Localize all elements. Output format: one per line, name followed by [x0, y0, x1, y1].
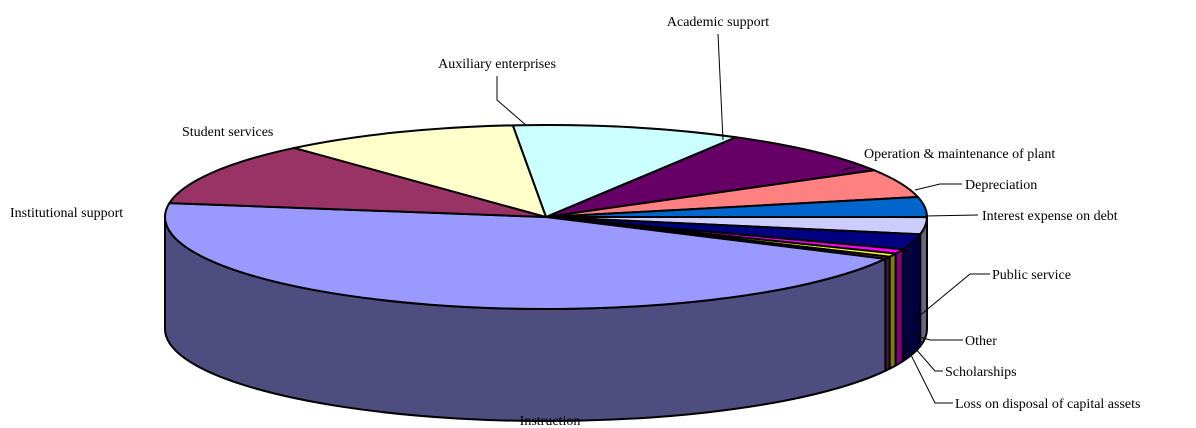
leader-scholarships — [907, 339, 943, 372]
leader-loss-on-disposal — [904, 342, 953, 404]
label-institutional-support: Institutional support — [10, 206, 123, 221]
leader-other — [909, 333, 963, 341]
leader-public-service — [911, 273, 990, 323]
label-public-service: Public service — [992, 268, 1071, 283]
slice-side-other — [894, 248, 904, 367]
label-student-services: Student services — [182, 125, 273, 140]
slice-labels: Auxiliary enterprises Academic support O… — [10, 15, 1140, 428]
label-depreciation: Depreciation — [965, 178, 1037, 193]
slice-academic-support — [545, 136, 876, 218]
label-loss-on-disposal: Loss on disposal of capital assets — [955, 397, 1140, 412]
label-academic-support: Academic support — [667, 15, 769, 30]
leader-auxiliary-enterprises — [496, 76, 528, 127]
slice-institutional-support — [168, 146, 547, 218]
label-auxiliary-enterprises: Auxiliary enterprises — [438, 57, 556, 72]
label-operation-maintenance: Operation & maintenance of plant — [864, 147, 1055, 162]
label-leader-lines — [496, 33, 990, 404]
label-interest-expense: Interest expense on debt — [982, 209, 1118, 224]
slice-side-public-service — [901, 233, 922, 363]
pie-top-slices — [164, 124, 929, 310]
label-instruction: Instruction — [520, 414, 581, 428]
label-scholarships: Scholarships — [945, 365, 1017, 380]
leader-depreciation — [914, 183, 962, 191]
slice-student-services — [293, 124, 547, 218]
slice-side-interest-expense-on-debt — [919, 216, 928, 348]
label-other: Other — [965, 334, 997, 349]
slice-instruction — [164, 202, 887, 310]
slice-auxiliary-enterprises — [511, 124, 738, 218]
leader-academic-support — [717, 33, 724, 141]
leader-interest-expense — [924, 214, 979, 217]
leader-operation-maintenance — [841, 166, 856, 171]
